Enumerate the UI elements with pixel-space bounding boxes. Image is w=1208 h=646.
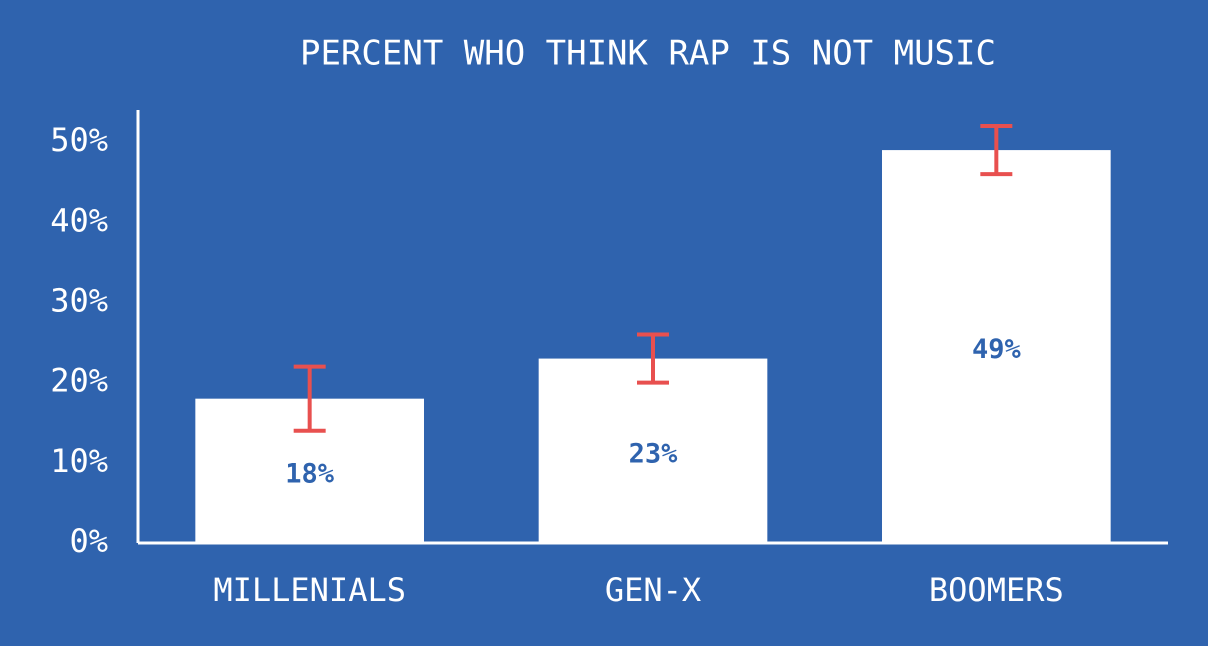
value-label: 23% <box>629 438 679 469</box>
y-tick-label: 0% <box>69 522 108 560</box>
x-tick-label: BOOMERS <box>929 571 1064 609</box>
x-tick-label: GEN-X <box>605 571 701 609</box>
error-bar <box>293 364 326 433</box>
bar <box>882 150 1111 543</box>
y-tick-label: 50% <box>50 121 108 159</box>
y-tick-label: 20% <box>50 362 108 400</box>
y-tick-label: 30% <box>50 281 108 319</box>
bar <box>538 358 768 543</box>
value-label: 49% <box>972 334 1022 365</box>
error-bar <box>980 124 1013 177</box>
y-tick-label: 10% <box>50 442 108 480</box>
error-bar <box>637 332 669 385</box>
y-tick-label: 40% <box>50 201 108 239</box>
x-tick-label: MILLENIALS <box>213 571 406 609</box>
chart-title: PERCENT WHO THINK RAP IS NOT MUSIC <box>300 34 996 74</box>
value-label: 18% <box>285 458 335 489</box>
